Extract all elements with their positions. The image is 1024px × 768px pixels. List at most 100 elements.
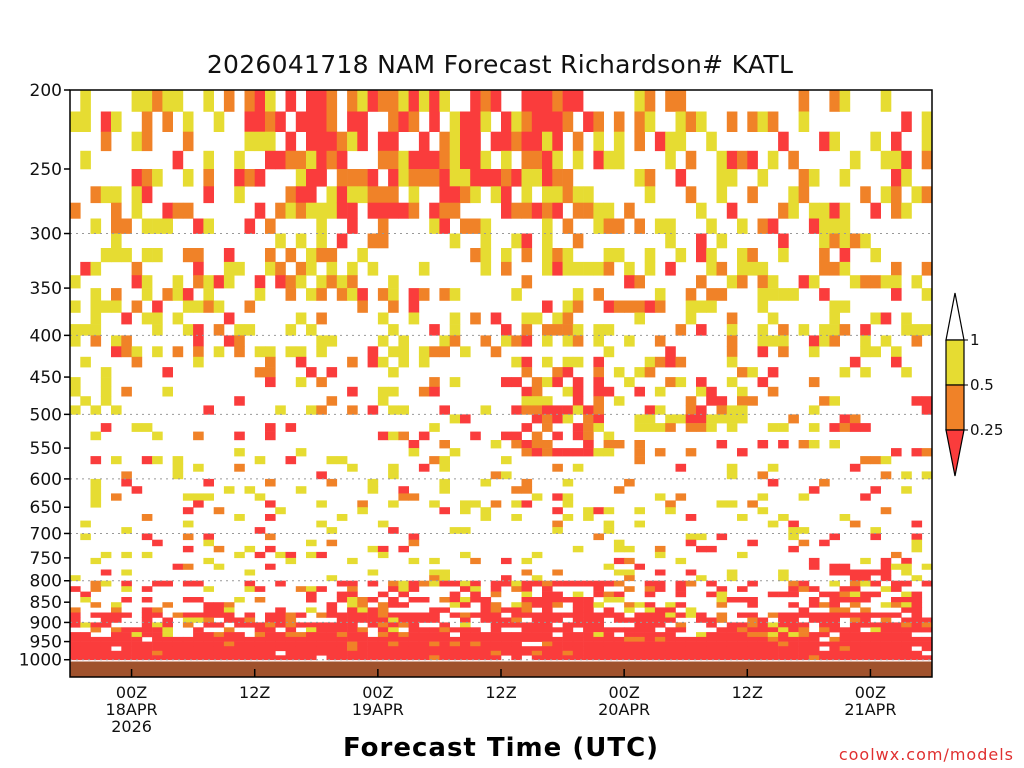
heatmap-cell [665, 233, 676, 249]
heatmap-cell [685, 312, 697, 325]
heatmap-cell [501, 261, 512, 276]
heatmap-cell [788, 622, 799, 628]
heatmap-cell [665, 646, 676, 652]
heatmap-cell [347, 202, 358, 219]
heatmap-cell [593, 641, 604, 647]
heatmap-cell [295, 233, 307, 249]
heatmap-cell [644, 90, 656, 112]
heatmap-cell [552, 527, 563, 534]
heatmap-cell [891, 641, 902, 647]
heatmap-cell [285, 150, 297, 170]
heatmap-cell [449, 414, 461, 424]
heatmap-cell [696, 636, 707, 642]
heatmap-cell [634, 655, 645, 661]
heatmap-cell [285, 288, 297, 301]
heatmap-cell [891, 150, 902, 170]
heatmap-cell [316, 612, 327, 618]
heatmap-cell [418, 431, 430, 441]
heatmap-cell [562, 500, 574, 508]
heatmap-cell [839, 202, 851, 219]
heatmap-cell [511, 356, 522, 368]
heatmap-cell [880, 312, 892, 325]
heatmap-cell [819, 591, 830, 598]
heatmap-cell [542, 650, 553, 656]
heatmap-cell [552, 612, 563, 618]
heatmap-cell [460, 551, 471, 559]
heatmap-cell [90, 557, 102, 565]
heatmap-cell [306, 597, 317, 603]
heatmap-cell [726, 356, 738, 368]
heatmap-cell [429, 456, 440, 465]
heatmap-cell [808, 655, 820, 661]
heatmap-cell [326, 602, 338, 608]
heatmap-cell [439, 646, 450, 652]
heatmap-cell [634, 520, 645, 528]
heatmap-cell [172, 641, 184, 647]
heatmap-cell [870, 655, 881, 661]
heatmap-cell [675, 602, 687, 608]
heatmap-cell [511, 612, 522, 618]
heatmap-cell [306, 405, 317, 415]
heatmap-cell [141, 641, 153, 647]
heatmap-cell [265, 622, 276, 628]
heatmap-cell [542, 261, 553, 276]
heatmap-cell [254, 627, 266, 633]
heatmap-cell [111, 456, 122, 465]
heatmap-cell [880, 557, 892, 565]
heatmap-cell [542, 646, 553, 652]
heatmap-cell [839, 423, 851, 432]
heatmap-cell [788, 641, 799, 647]
heatmap-cell [306, 622, 317, 628]
heatmap-cell [152, 431, 163, 441]
heatmap-cell [377, 186, 389, 204]
heatmap-cell [901, 627, 912, 633]
heatmap-cell [531, 202, 543, 219]
heatmap-cell [70, 646, 81, 652]
heatmap-cell [675, 580, 687, 587]
heatmap-cell [152, 622, 163, 628]
heatmap-cell [316, 650, 327, 656]
heatmap-cell [613, 636, 625, 642]
heatmap-cell [326, 248, 338, 263]
heatmap-cell [737, 514, 748, 521]
heatmap-cell [778, 248, 789, 263]
heatmap-cell [901, 150, 912, 170]
heatmap-cell [193, 646, 204, 652]
heatmap-cell [388, 527, 399, 534]
heatmap-cell [737, 386, 748, 397]
heatmap-cell [439, 288, 450, 301]
heatmap-cell [829, 602, 840, 608]
heatmap-cell [285, 551, 297, 559]
heatmap-cell [408, 186, 420, 204]
heatmap-cell [408, 580, 420, 587]
heatmap-cell [880, 150, 892, 170]
heatmap-cell [921, 150, 933, 170]
heatmap-cell [501, 324, 512, 336]
heatmap-cell [388, 636, 399, 642]
heatmap-cell [460, 500, 471, 508]
heatmap-cell [644, 612, 656, 618]
heatmap-cell [521, 622, 533, 628]
heatmap-cell [70, 275, 81, 289]
heatmap-cell [921, 563, 933, 570]
heatmap-cell [603, 440, 615, 449]
heatmap-cell [131, 632, 143, 638]
heatmap-cell [921, 324, 933, 336]
heatmap-cell [521, 111, 533, 132]
heatmap-cell [839, 233, 851, 249]
heatmap-cell [675, 646, 687, 652]
heatmap-cell [552, 150, 563, 170]
heatmap-cell [367, 597, 379, 603]
heatmap-cell [347, 90, 358, 112]
heatmap-cell [798, 111, 810, 132]
heatmap-cell [316, 405, 327, 415]
heatmap-cell [449, 650, 461, 656]
heatmap-cell [80, 646, 91, 652]
heatmap-cell [767, 622, 779, 628]
heatmap-cell [429, 641, 440, 647]
heatmap-cell [326, 527, 338, 534]
heatmap-cell [726, 655, 738, 661]
heatmap-cell [613, 150, 625, 170]
heatmap-cell [152, 218, 163, 234]
heatmap-cell [891, 612, 902, 618]
